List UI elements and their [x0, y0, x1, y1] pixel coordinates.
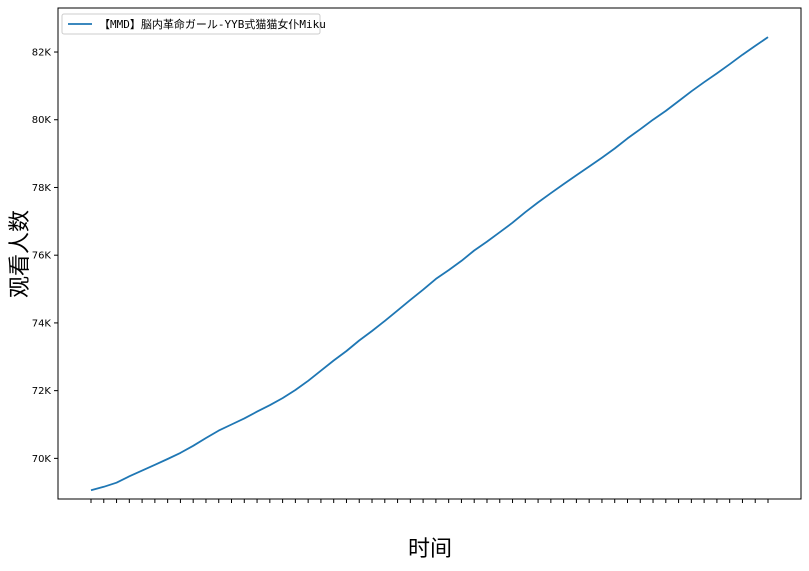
y-axis: 70K 72K 74K 76K 78K 80K 82K: [32, 48, 58, 465]
data-point: [282, 397, 284, 399]
data-point: [601, 157, 603, 159]
legend: 【MMD】脳内革命ガール-YYB式猫猫女仆Miku: [61, 13, 326, 35]
y-tick-label: 80K: [32, 115, 52, 126]
data-point: [639, 128, 641, 130]
data-point: [665, 110, 667, 112]
x-axis-title: 时间: [408, 537, 452, 562]
data-point: [141, 470, 143, 472]
data-point: [678, 100, 680, 102]
data-point: [154, 464, 156, 466]
data-point: [256, 411, 258, 413]
data-point: [473, 249, 475, 251]
data-point: [358, 340, 360, 342]
data-point: [614, 148, 616, 150]
y-tick-label: 72K: [32, 386, 52, 397]
data-point: [716, 72, 718, 74]
data-point: [167, 458, 169, 460]
data-point: [103, 486, 105, 488]
legend-label: 【MMD】脳内革命ガール-YYB式猫猫女仆Miku: [99, 17, 326, 31]
data-point: [524, 211, 526, 213]
data-point: [499, 231, 501, 233]
data-point: [486, 241, 488, 243]
x-axis: [90, 499, 769, 503]
data-point: [550, 192, 552, 194]
data-point: [243, 417, 245, 419]
data-point: [703, 81, 705, 83]
data-point: [741, 54, 743, 56]
data-point: [460, 260, 462, 262]
data-point: [767, 36, 769, 38]
data-point: [371, 330, 373, 332]
data-point: [320, 370, 322, 372]
y-tick-label: 82K: [32, 48, 52, 59]
data-point: [588, 165, 590, 167]
data-point: [345, 350, 347, 352]
data-point: [754, 45, 756, 47]
data-point: [652, 119, 654, 121]
data-point: [231, 424, 233, 426]
y-axis-title: 观看人数: [8, 210, 33, 298]
data-point: [269, 404, 271, 406]
series-line: [90, 36, 769, 492]
data-point: [397, 309, 399, 311]
data-point: [205, 437, 207, 439]
data-point: [729, 63, 731, 65]
data-point: [448, 269, 450, 271]
y-tick-label: 76K: [32, 251, 52, 262]
data-point: [563, 183, 565, 185]
plot-area: [90, 36, 769, 492]
data-point: [512, 222, 514, 224]
axes-frame: [57, 7, 802, 500]
y-tick-label: 74K: [32, 318, 52, 329]
data-point: [218, 430, 220, 432]
y-tick-label: 78K: [32, 183, 52, 194]
data-point: [435, 278, 437, 280]
data-point: [192, 445, 194, 447]
data-point: [690, 90, 692, 92]
data-point: [575, 174, 577, 176]
data-point: [128, 475, 130, 477]
data-point: [294, 389, 296, 391]
data-point: [409, 299, 411, 301]
data-point: [307, 380, 309, 382]
data-point: [90, 489, 92, 491]
data-point: [384, 320, 386, 322]
data-point: [422, 289, 424, 291]
data-point: [537, 201, 539, 203]
data-point: [116, 482, 118, 484]
data-point: [179, 452, 181, 454]
legend-box: [61, 13, 321, 35]
data-point: [333, 360, 335, 362]
y-tick-label: 70K: [32, 454, 52, 465]
data-point: [626, 137, 628, 139]
